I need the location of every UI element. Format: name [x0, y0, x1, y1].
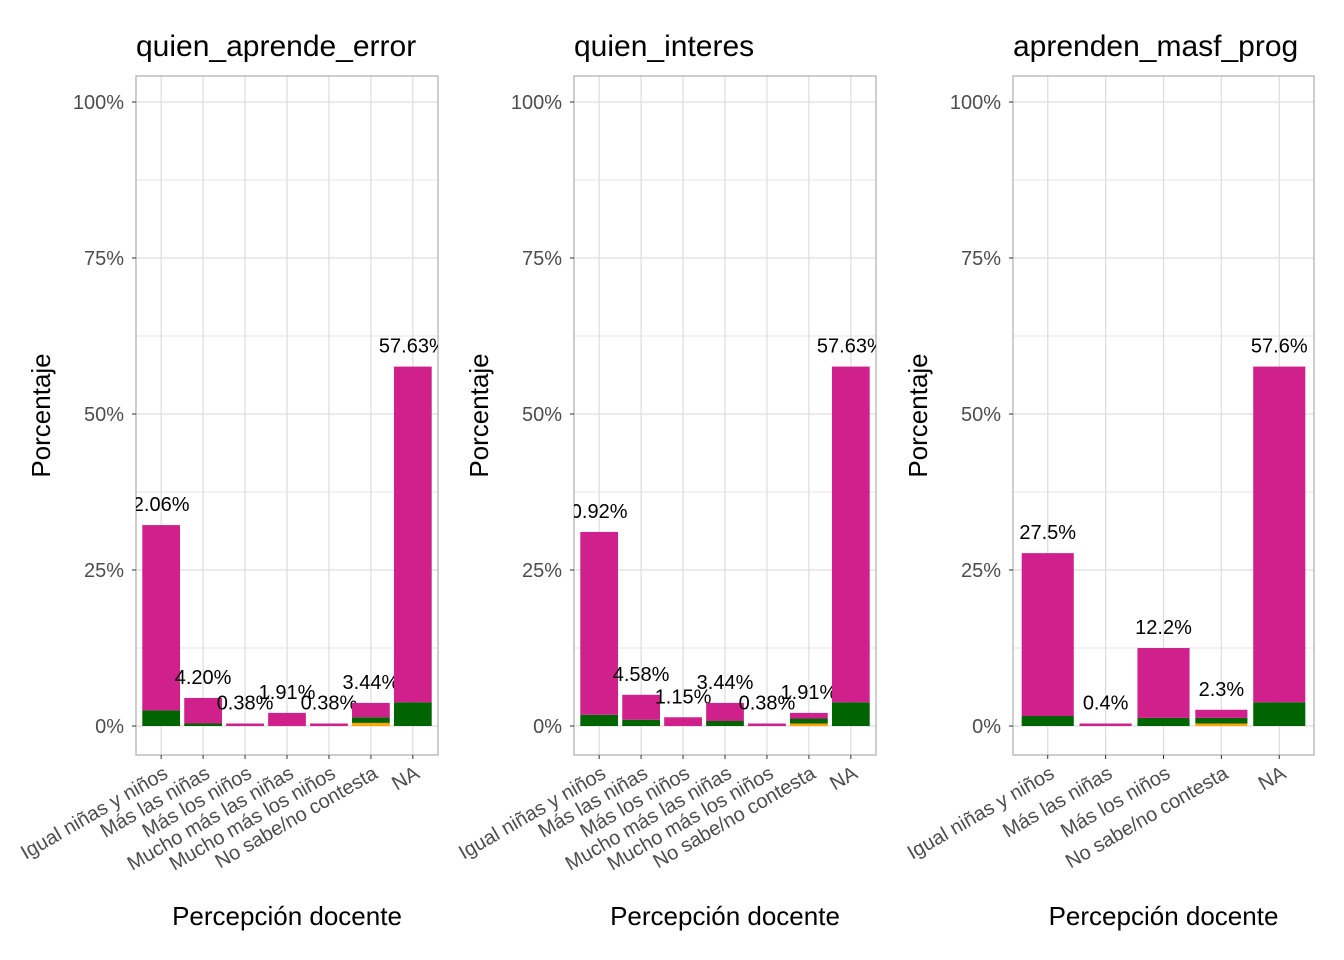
panel-title: aprenden_masf_prog [1013, 30, 1298, 63]
y-axis-title: Porcentaje [903, 353, 933, 477]
x-tick-label: NA [826, 762, 862, 795]
bar-segment-green [184, 723, 222, 726]
panel-1: 2.06%4.20%0.38%1.91%0.38%3.44%57.63%0%25… [17, 30, 447, 931]
bar-segment-green [831, 702, 870, 726]
y-tick-label: 0% [95, 716, 124, 738]
bar-segment-green [393, 702, 432, 726]
y-tick-label: 75% [84, 248, 124, 270]
y-tick-label: 100% [511, 92, 562, 114]
y-tick-label: 50% [961, 404, 1001, 426]
bar-segment-magenta [352, 702, 390, 718]
y-tick-label: 100% [73, 92, 124, 114]
bar-label: 57.63% [817, 336, 885, 358]
panel-3: 27.5%0.4%12.2%2.3%57.6%0%25%50%75%100%Ig… [903, 30, 1315, 931]
bar-label: 0.38% [739, 693, 796, 715]
bar-segment-magenta [184, 697, 222, 724]
x-tick-label: NA [388, 762, 424, 795]
bar-segment-magenta [1195, 709, 1248, 718]
bar-segment-magenta [393, 366, 432, 703]
bar-segment-magenta [142, 525, 181, 711]
bar-segment-green [622, 719, 660, 726]
bar-label: 0.4% [1083, 693, 1129, 715]
bar-segment-magenta [310, 723, 348, 726]
y-tick-label: 25% [522, 560, 562, 582]
bar-segment-orange [352, 722, 390, 726]
bar-segment-magenta [268, 712, 306, 726]
bar-segment-green [352, 717, 390, 723]
bar-segment-magenta [1253, 366, 1306, 703]
bar-label: 0.92% [571, 501, 628, 523]
bar-segment-magenta [580, 531, 619, 715]
x-tick-label: NA [1255, 762, 1291, 795]
y-tick-label: 75% [522, 248, 562, 270]
x-axis-title: Percepción docente [172, 901, 402, 931]
bar-segment-magenta [622, 694, 660, 720]
bar-segment-magenta [1137, 648, 1190, 718]
bar-segment-magenta [748, 723, 786, 726]
panel-title: quien_interes [574, 30, 754, 63]
bar-segment-magenta [831, 366, 870, 703]
bar-label: 12.2% [1135, 617, 1192, 639]
panel-title: quien_aprende_error [136, 30, 416, 63]
y-tick-label: 75% [961, 248, 1001, 270]
bar-segment-green [1195, 717, 1248, 724]
bar-label: 1.91% [781, 682, 838, 704]
y-tick-label: 25% [961, 560, 1001, 582]
bar-label: 4.20% [175, 667, 232, 689]
panel-2: 0.92% 4.58%1.15%3.44%0.38%1.91% 57.63% 0% 25… [455, 30, 885, 931]
bar-label: 0.38% [301, 693, 358, 715]
bar-label: 2.06% [133, 494, 190, 516]
bar-segment-magenta [664, 717, 702, 726]
bar-segment-green [790, 718, 828, 724]
bar-segment-orange [790, 723, 828, 726]
bar-segment-magenta [1021, 553, 1074, 717]
bar-segment-green [142, 710, 181, 726]
bar-segment-green [1137, 717, 1190, 726]
bar-label: 4.58% [613, 664, 670, 686]
bar-segment-green [1253, 702, 1306, 726]
bar-label: 27.5% [1019, 522, 1076, 544]
bar-label: 0.38% [217, 693, 274, 715]
bar-label: 2.3% [1199, 679, 1245, 701]
bar-label: 1.91% [259, 682, 316, 704]
y-tick-label: 0% [972, 716, 1001, 738]
y-tick-label: 25% [84, 560, 124, 582]
bar-label: 1.15% [655, 686, 712, 708]
bar-segment-green [580, 714, 619, 726]
bar-label: 3.44% [343, 672, 400, 694]
y-axis-title: Porcentaje [26, 353, 56, 477]
bar-segment-magenta [790, 712, 828, 719]
bar-segment-orange [1195, 723, 1248, 726]
bar-segment-green [706, 721, 744, 726]
bar-segment-magenta [226, 723, 264, 726]
bar-segment-magenta [706, 702, 744, 722]
x-axis-title: Percepción docente [1049, 901, 1279, 931]
bar-label: 57.6% [1251, 336, 1308, 358]
y-tick-label: 100% [950, 92, 1001, 114]
bar-segment-green [1021, 716, 1074, 726]
y-axis-title: Porcentaje [464, 353, 494, 477]
y-tick-label: 50% [522, 404, 562, 426]
y-tick-label: 0% [533, 716, 562, 738]
bar-label: 3.44% [697, 672, 754, 694]
x-axis-title: Percepción docente [610, 901, 840, 931]
y-tick-label: 50% [84, 404, 124, 426]
bar-label: 57.63% [379, 336, 447, 358]
bar-segment-magenta [1079, 723, 1132, 726]
